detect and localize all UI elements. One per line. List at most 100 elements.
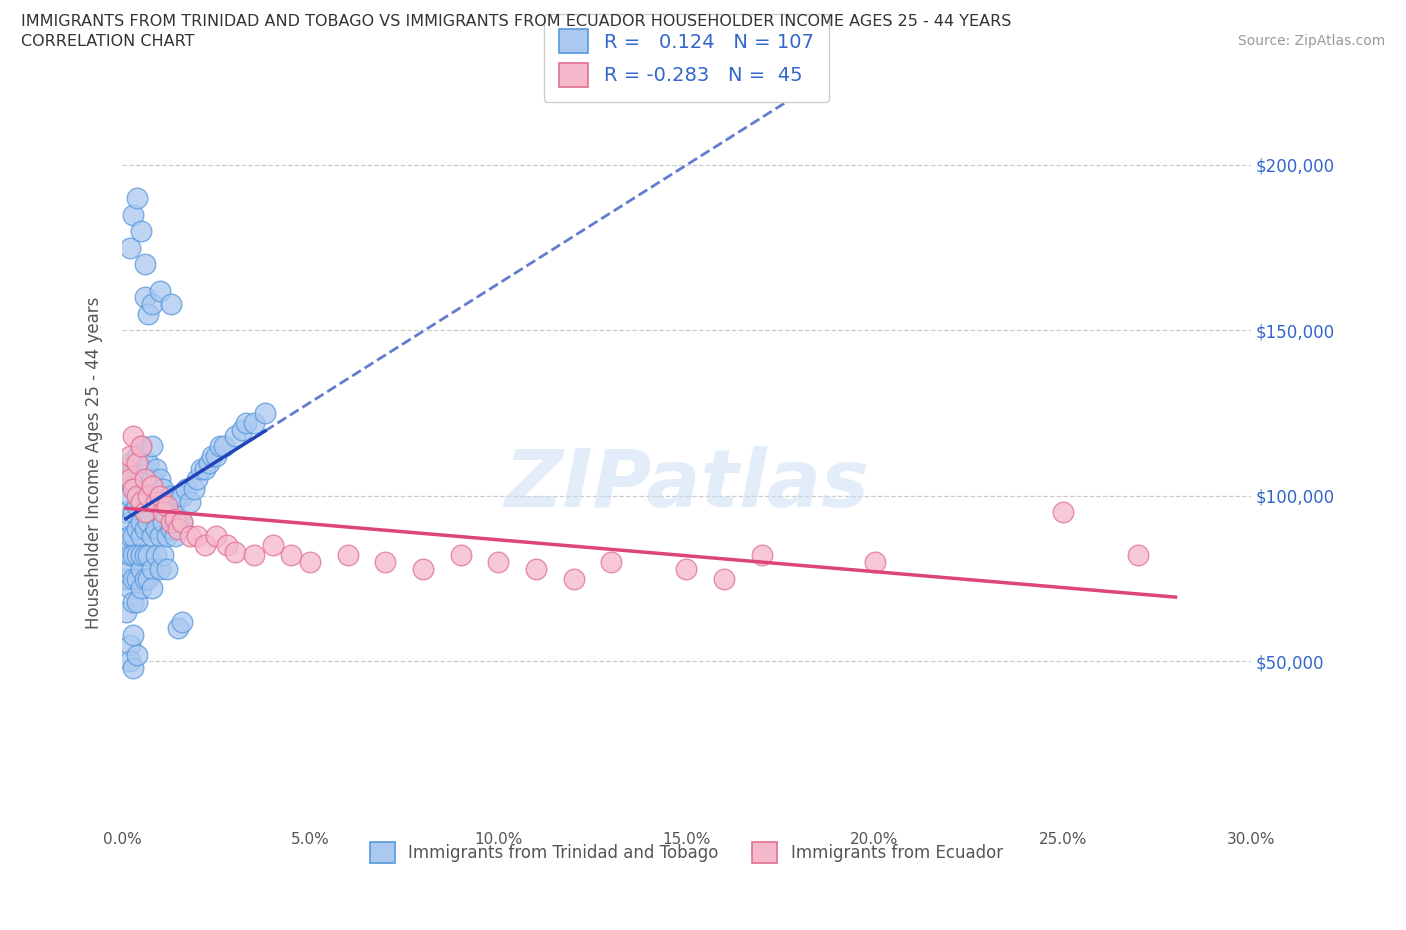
Point bbox=[149, 498, 172, 513]
Point bbox=[122, 207, 145, 222]
Point bbox=[412, 561, 434, 576]
Point bbox=[134, 548, 156, 563]
Point bbox=[129, 495, 152, 510]
Point bbox=[127, 498, 149, 513]
Point bbox=[118, 637, 141, 652]
Point bbox=[129, 528, 152, 543]
Point bbox=[145, 495, 167, 510]
Point bbox=[134, 472, 156, 486]
Point bbox=[141, 495, 163, 510]
Point bbox=[118, 488, 141, 503]
Point bbox=[129, 439, 152, 454]
Point bbox=[156, 495, 179, 510]
Point bbox=[134, 290, 156, 305]
Point bbox=[163, 495, 186, 510]
Point bbox=[197, 456, 219, 471]
Point bbox=[129, 472, 152, 486]
Point bbox=[172, 515, 194, 530]
Point bbox=[152, 515, 174, 530]
Point bbox=[242, 548, 264, 563]
Point bbox=[450, 548, 472, 563]
Point bbox=[156, 561, 179, 576]
Point bbox=[224, 545, 246, 560]
Point bbox=[138, 456, 160, 471]
Point bbox=[127, 472, 149, 486]
Point bbox=[127, 488, 149, 503]
Point bbox=[600, 554, 623, 569]
Point bbox=[122, 571, 145, 586]
Point bbox=[129, 439, 152, 454]
Point bbox=[149, 472, 172, 486]
Point bbox=[122, 594, 145, 609]
Point bbox=[152, 505, 174, 520]
Point bbox=[751, 548, 773, 563]
Point bbox=[138, 482, 160, 497]
Point bbox=[122, 548, 145, 563]
Point bbox=[134, 522, 156, 537]
Point bbox=[134, 505, 156, 520]
Point bbox=[194, 462, 217, 477]
Point bbox=[186, 472, 208, 486]
Point bbox=[1052, 505, 1074, 520]
Point bbox=[524, 561, 547, 576]
Point bbox=[167, 522, 190, 537]
Point bbox=[163, 512, 186, 526]
Y-axis label: Householder Income Ages 25 - 44 years: Householder Income Ages 25 - 44 years bbox=[86, 297, 103, 629]
Point bbox=[205, 528, 228, 543]
Point bbox=[138, 548, 160, 563]
Point bbox=[138, 515, 160, 530]
Point bbox=[134, 571, 156, 586]
Point bbox=[160, 522, 183, 537]
Point bbox=[160, 297, 183, 312]
Point bbox=[172, 515, 194, 530]
Point bbox=[129, 495, 152, 510]
Point bbox=[114, 505, 136, 520]
Point bbox=[212, 439, 235, 454]
Point bbox=[127, 456, 149, 471]
Point bbox=[172, 488, 194, 503]
Point bbox=[141, 528, 163, 543]
Point bbox=[194, 538, 217, 552]
Point bbox=[1126, 548, 1149, 563]
Point bbox=[141, 478, 163, 493]
Text: Source: ZipAtlas.com: Source: ZipAtlas.com bbox=[1237, 34, 1385, 48]
Point bbox=[201, 448, 224, 463]
Point bbox=[129, 581, 152, 596]
Point bbox=[160, 515, 183, 530]
Point bbox=[141, 561, 163, 576]
Point bbox=[217, 538, 239, 552]
Point bbox=[149, 284, 172, 299]
Point bbox=[167, 515, 190, 530]
Point bbox=[129, 223, 152, 238]
Point bbox=[114, 462, 136, 477]
Point bbox=[129, 548, 152, 563]
Point bbox=[174, 482, 197, 497]
Point bbox=[118, 240, 141, 255]
Point bbox=[138, 488, 160, 503]
Point bbox=[172, 614, 194, 629]
Point bbox=[141, 472, 163, 486]
Point bbox=[145, 462, 167, 477]
Point bbox=[134, 505, 156, 520]
Point bbox=[224, 429, 246, 444]
Point bbox=[118, 528, 141, 543]
Point bbox=[231, 422, 253, 437]
Point bbox=[208, 439, 231, 454]
Point bbox=[156, 528, 179, 543]
Point bbox=[675, 561, 697, 576]
Point bbox=[118, 515, 141, 530]
Point bbox=[156, 498, 179, 513]
Point bbox=[118, 448, 141, 463]
Point bbox=[122, 482, 145, 497]
Point bbox=[145, 522, 167, 537]
Point bbox=[253, 405, 276, 420]
Text: ZIPatlas: ZIPatlas bbox=[503, 445, 869, 524]
Point bbox=[374, 554, 396, 569]
Point bbox=[114, 604, 136, 619]
Point bbox=[179, 495, 201, 510]
Point bbox=[114, 571, 136, 586]
Point bbox=[190, 462, 212, 477]
Point bbox=[145, 548, 167, 563]
Point bbox=[127, 522, 149, 537]
Text: IMMIGRANTS FROM TRINIDAD AND TOBAGO VS IMMIGRANTS FROM ECUADOR HOUSEHOLDER INCOM: IMMIGRANTS FROM TRINIDAD AND TOBAGO VS I… bbox=[21, 14, 1011, 29]
